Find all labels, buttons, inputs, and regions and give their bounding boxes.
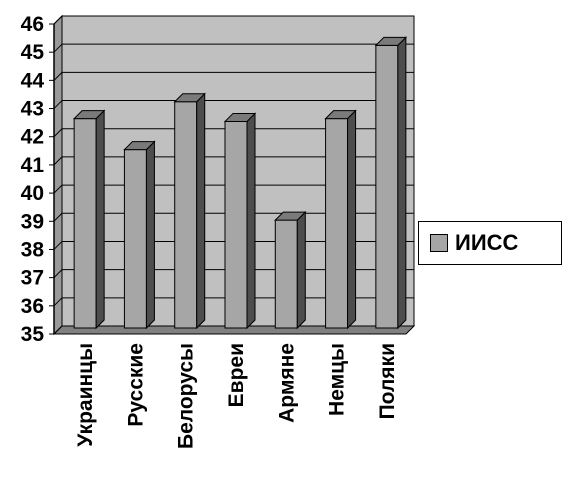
bar-front-face [123, 149, 147, 329]
y-tick-label: 37 [21, 267, 44, 290]
x-category-label: Армяне [275, 343, 298, 423]
bar-top-face [274, 211, 307, 221]
bar-front-face [375, 44, 399, 329]
y-tick-label: 46 [21, 13, 44, 36]
y-tick-label: 39 [21, 210, 44, 233]
bar-top-face [223, 112, 257, 122]
bar-top-face [374, 36, 408, 46]
bar-front-face [73, 118, 97, 329]
bar [374, 36, 408, 330]
bar-side-face [196, 92, 206, 330]
bar [123, 140, 156, 330]
x-category-label: Русские [124, 343, 147, 427]
gridline-side [53, 156, 63, 166]
y-tick-label: 45 [21, 41, 45, 64]
y-tick-label: 35 [21, 323, 45, 346]
x-category-label: Украинцы [74, 343, 97, 447]
gridline-side [53, 241, 63, 250]
gridline-side [53, 184, 63, 194]
y-tick-label: 43 [21, 98, 44, 121]
bar-side-face [145, 140, 155, 330]
legend: ИИСС [418, 221, 562, 265]
bar-side-face [246, 112, 256, 330]
y-tick-label: 36 [21, 295, 44, 318]
y-tick-label: 40 [21, 182, 44, 205]
gridline-side [53, 72, 63, 81]
bar-series [72, 36, 408, 330]
y-axis-tick-labels: 35 36 37 38 39 40 41 42 43 44 45 46 [21, 13, 55, 346]
bar-top-face [324, 110, 357, 120]
bar [223, 112, 257, 330]
bar-top-face [72, 110, 106, 120]
bar-front-face [224, 120, 248, 329]
bar [274, 210, 307, 330]
gridline-side [53, 269, 63, 278]
gridline-side [53, 212, 63, 222]
bar-top-face [173, 93, 206, 103]
bar-side-face [397, 36, 407, 330]
gridline-side [53, 15, 63, 25]
bar [173, 92, 206, 330]
bar [72, 109, 106, 330]
y-tick-label: 38 [21, 238, 45, 261]
bar-front-face [174, 101, 198, 329]
y-tick-label: 44 [21, 69, 45, 92]
gridline-side [53, 128, 63, 138]
plot-side-wall [53, 14, 63, 336]
bar-front-face [325, 118, 349, 329]
x-axis-category-labels: Украинцы Русские Белорусы Евреи Армяне Немцы П… [74, 343, 399, 449]
gridline-side [53, 325, 63, 335]
gridline-side [53, 297, 63, 307]
legend-series-label: ИИСС [455, 230, 519, 255]
x-category-label: Немцы [326, 343, 349, 416]
x-category-label: Евреи [225, 343, 248, 407]
x-category-label: Белорусы [175, 343, 198, 449]
bar-side-face [347, 109, 357, 330]
x-category-label: Поляки [376, 343, 399, 419]
bar-side-face [95, 109, 105, 330]
bar [324, 109, 357, 330]
gridline-side [53, 100, 63, 109]
legend-swatch [430, 234, 448, 252]
y-tick-label: 42 [21, 126, 44, 149]
bar-side-face [296, 210, 306, 330]
bar-top-face [123, 141, 156, 151]
bar-front-face [274, 219, 298, 329]
y-tick-label: 41 [21, 154, 45, 177]
gridline-side [53, 43, 63, 53]
